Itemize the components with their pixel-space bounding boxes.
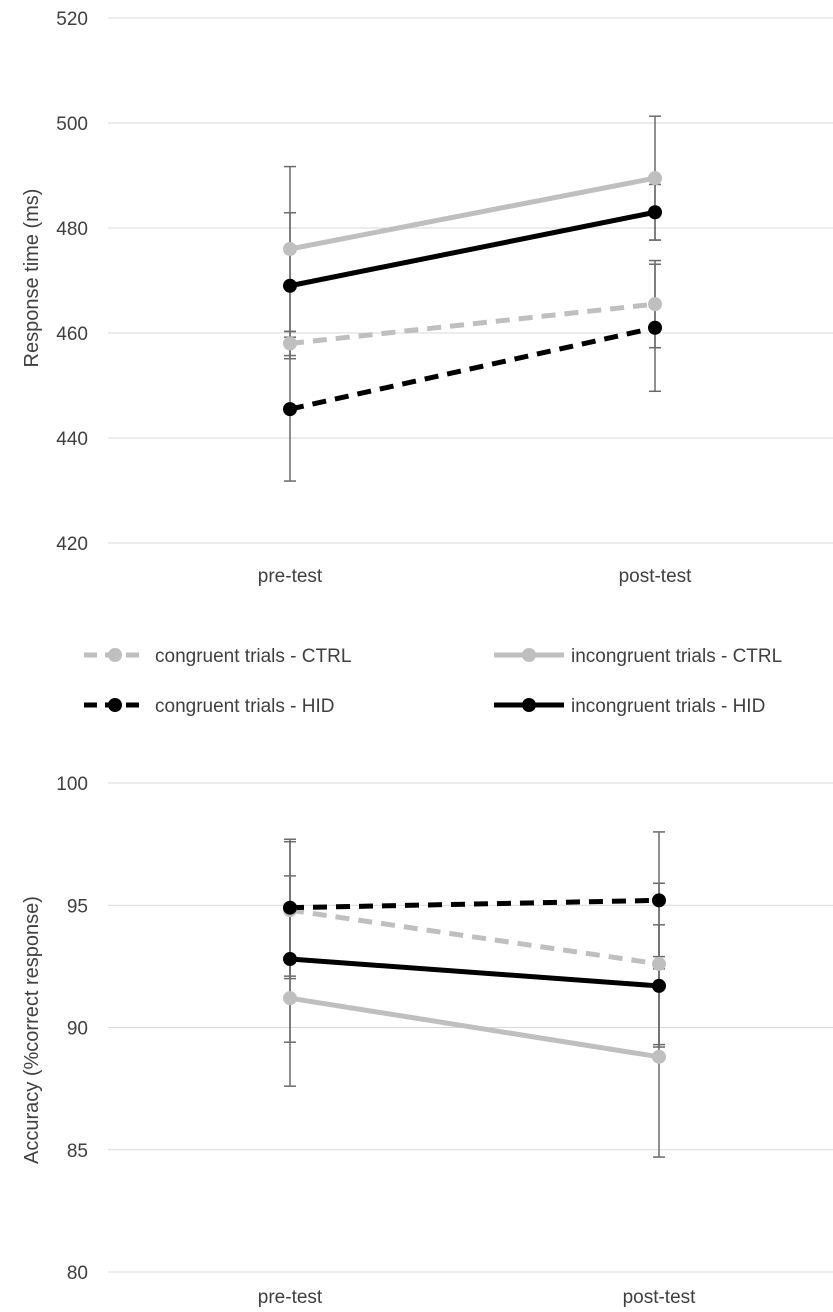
- y-tick-label: 85: [67, 1141, 88, 1162]
- y-tick-labels: 420 440 460 480 500 520: [56, 9, 88, 555]
- data-point: [283, 336, 297, 351]
- y-tick-label: 100: [56, 774, 88, 795]
- y-tick-label: 480: [56, 219, 88, 240]
- series-line: [289, 301, 656, 346]
- data-point: [648, 171, 662, 186]
- data-points: [283, 171, 662, 417]
- legend-item-congruent-ctrl: congruent trials - CTRL: [84, 646, 351, 667]
- y-tick-label: 80: [67, 1263, 88, 1284]
- data-point: [283, 402, 297, 417]
- legend-marker: [108, 698, 122, 712]
- y-tick-label: 460: [56, 324, 88, 345]
- data-point: [283, 900, 297, 915]
- y-axis-title: Accuracy (%correct response): [21, 896, 43, 1164]
- legend-label: incongruent trials - HID: [571, 696, 765, 717]
- data-point: [652, 956, 666, 971]
- legend-item-incongruent-ctrl: incongruent trials - CTRL: [494, 646, 782, 667]
- data-point: [283, 991, 297, 1006]
- legend-marker: [522, 648, 536, 662]
- data-point: [648, 320, 662, 335]
- error-bars: [284, 115, 661, 482]
- data-point: [652, 978, 666, 993]
- series-line: [289, 956, 660, 989]
- y-axis-title: Response time (ms): [21, 189, 43, 368]
- data-point: [652, 893, 666, 908]
- response-time-chart: 420 440 460 480 500 520 pre-test post-test Res…: [21, 9, 833, 587]
- y-tick-label: 95: [67, 896, 88, 917]
- accuracy-chart: 80 85 90 95 100 pre-test post-test Accuracy (…: [21, 774, 833, 1308]
- series-lines: [289, 175, 656, 412]
- legend-label: congruent trials - HID: [155, 696, 335, 717]
- data-point: [283, 242, 297, 256]
- series-line: [289, 995, 660, 1060]
- data-point: [652, 1049, 666, 1064]
- series-lines: [289, 897, 660, 1060]
- x-tick-label: post-test: [623, 1287, 697, 1308]
- series-line: [289, 907, 660, 967]
- legend-item-congruent-hid: congruent trials - HID: [84, 696, 335, 717]
- x-tick-labels: pre-test post-test: [258, 1287, 696, 1308]
- y-tick-label: 90: [67, 1019, 88, 1040]
- grid-lines: [108, 17, 833, 544]
- y-tick-labels: 80 85 90 95 100: [56, 774, 88, 1284]
- legend-label: incongruent trials - CTRL: [571, 646, 782, 667]
- series-line: [289, 175, 656, 252]
- data-point: [648, 205, 662, 220]
- legend: congruent trials - CTRL incongruent tria…: [84, 646, 782, 717]
- data-point: [648, 297, 662, 312]
- x-tick-label: pre-test: [258, 1287, 323, 1308]
- series-line: [289, 325, 656, 412]
- x-tick-labels: pre-test post-test: [258, 566, 692, 587]
- legend-label: congruent trials - CTRL: [155, 646, 351, 667]
- legend-marker: [108, 648, 122, 662]
- series-line: [289, 897, 660, 911]
- y-tick-label: 420: [56, 534, 88, 555]
- x-tick-label: post-test: [619, 566, 693, 587]
- legend-item-incongruent-hid: incongruent trials - HID: [494, 696, 765, 717]
- y-tick-label: 520: [56, 9, 88, 30]
- y-tick-label: 500: [56, 114, 88, 135]
- data-point: [283, 952, 297, 967]
- data-points: [283, 893, 666, 1064]
- series-line: [289, 209, 656, 289]
- y-tick-label: 440: [56, 429, 88, 450]
- legend-marker: [522, 698, 536, 712]
- error-bars: [284, 831, 665, 1158]
- x-tick-label: pre-test: [258, 566, 323, 587]
- data-point: [283, 278, 297, 293]
